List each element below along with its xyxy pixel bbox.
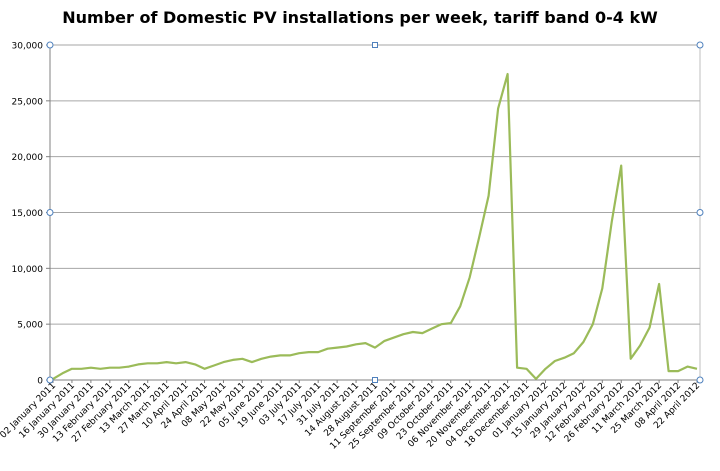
selection-handle <box>372 42 378 48</box>
selection-handle <box>46 376 54 384</box>
selection-handle <box>46 209 54 216</box>
chart-title: Number of Domestic PV installations per … <box>62 8 658 27</box>
y-tick-label: 20,000 <box>12 153 44 163</box>
y-tick-label: 15,000 <box>12 209 44 219</box>
series-line <box>52 72 698 380</box>
y-tick-label: 10,000 <box>12 265 44 275</box>
selection-handle <box>696 41 704 49</box>
selection-handle <box>372 377 378 383</box>
y-tick-label: 30,000 <box>12 42 44 52</box>
selection-handle <box>696 209 704 216</box>
y-tick-label: 0 <box>37 377 43 387</box>
selection-handle <box>696 376 704 384</box>
y-tick-label: 25,000 <box>12 97 44 107</box>
selection-handle <box>46 41 54 49</box>
y-tick-label: 5,000 <box>17 321 43 331</box>
